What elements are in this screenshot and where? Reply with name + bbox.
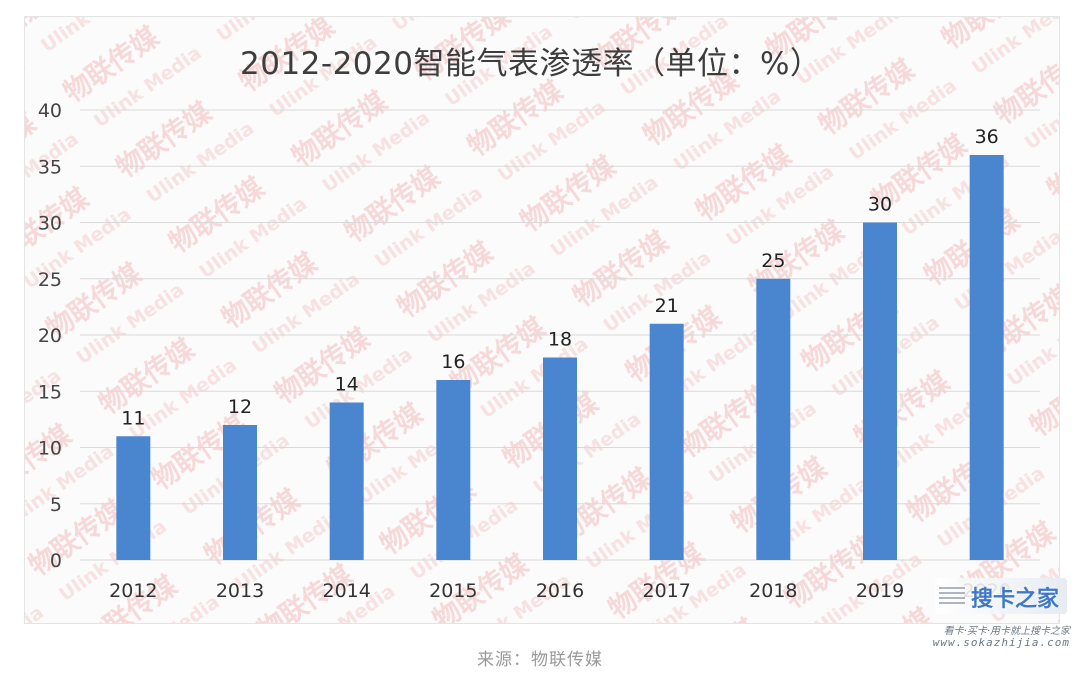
y-tick-label: 25 (38, 269, 62, 291)
y-tick-label: 10 (38, 438, 62, 460)
bar (223, 425, 257, 560)
y-tick-label: 30 (38, 213, 62, 235)
site-watermark-stripes (939, 587, 965, 605)
x-tick-label: 2013 (216, 580, 264, 602)
bar (116, 436, 151, 560)
y-tick-label: 20 (38, 325, 62, 347)
site-watermark-brand: 搜卡之家 (970, 587, 1059, 612)
x-tick-label: 2015 (429, 580, 477, 602)
data-label: 30 (868, 194, 892, 216)
y-tick-label: 15 (38, 381, 62, 403)
watermark-overlay-area (25, 17, 1059, 623)
site-watermark-logo: 搜卡之家 (935, 578, 1067, 614)
site-watermark-tagline: 看卡·买卡·用卡就上搜卡之家 (943, 626, 1070, 637)
y-tick-label: 0 (50, 550, 62, 572)
y-tick-label: 5 (50, 494, 62, 516)
bars (116, 155, 1004, 560)
x-tick-label: 2019 (856, 580, 904, 602)
bar (329, 402, 364, 560)
data-labels: 11 12 14 16 18 21 25 30 36 (121, 126, 999, 429)
bar (863, 222, 897, 560)
x-tick-label: 2012 (109, 580, 157, 602)
x-tick-label: 2016 (536, 580, 584, 602)
y-axis: 0 5 10 15 20 25 30 35 40 (38, 100, 62, 572)
data-label: 36 (975, 126, 999, 148)
y-tick-label: 40 (38, 100, 62, 122)
x-tick-label: 2014 (322, 580, 370, 602)
data-label: 18 (548, 329, 572, 351)
data-label: 25 (761, 250, 785, 272)
x-tick-label: 2018 (749, 580, 797, 602)
bar (756, 278, 791, 560)
chart-title: 2012-2020智能气表渗透率（单位：%） (240, 46, 822, 82)
site-watermark-url: www.sokazhijia.com (932, 636, 1070, 649)
data-label: 21 (655, 295, 679, 317)
x-tick-label: 2017 (642, 580, 690, 602)
bar (543, 357, 577, 560)
data-label: 16 (441, 351, 465, 373)
bar (649, 323, 684, 560)
data-label: 11 (121, 407, 145, 429)
y-tick-label: 35 (38, 156, 62, 178)
source-note: 来源：物联传媒 (477, 650, 603, 670)
bar (436, 380, 471, 560)
bar (969, 155, 1004, 560)
x-axis: 201220132014201520162017201820192020 (109, 580, 1011, 602)
data-label: 12 (228, 396, 252, 418)
data-label: 14 (335, 374, 359, 396)
